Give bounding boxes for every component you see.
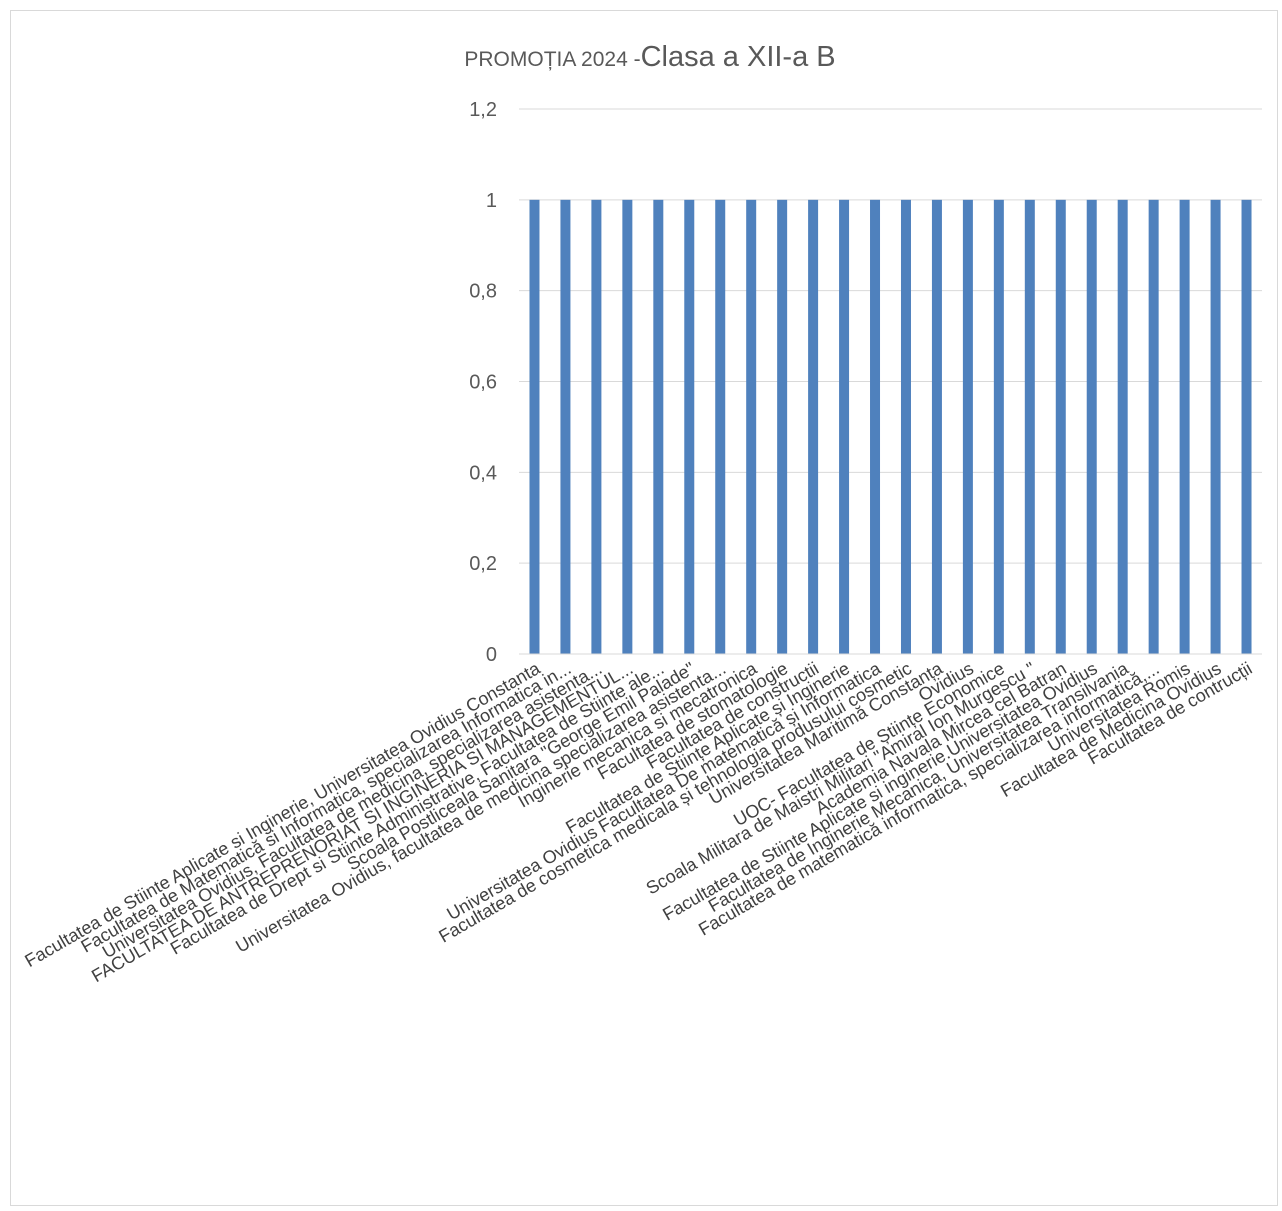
bars (529, 199, 1252, 655)
x-tick-label: FACULTATEA DE ANTREPRENORIAT SI INGINERI… (88, 658, 636, 986)
chart-frame (10, 10, 1278, 1206)
bar (653, 199, 664, 655)
bar (900, 199, 911, 655)
bar (777, 199, 788, 655)
y-tick-label: 0,2 (469, 553, 497, 575)
chart-title-prefix: PROMOȚIA 2024 - (464, 48, 640, 71)
bar (684, 199, 695, 655)
bar (1055, 199, 1066, 655)
y-tick-label: 0,8 (469, 281, 497, 303)
x-axis-labels: Facultatea de Stiinte Aplicate si Ingine… (21, 658, 1255, 987)
x-tick-label: Universitatea Ovidius, Facultatea de med… (99, 658, 605, 962)
bar (808, 199, 819, 655)
y-tick-label: 1 (486, 190, 497, 212)
bar (993, 199, 1004, 655)
chart-title-main: Clasa a XII-a B (641, 41, 836, 73)
bar (560, 199, 571, 655)
bar (870, 199, 881, 655)
bar (1117, 199, 1128, 655)
bar (715, 199, 726, 655)
y-tick-label: 1,2 (469, 99, 497, 121)
bar (622, 199, 633, 655)
bar (1024, 199, 1035, 655)
y-tick-label: 0,6 (469, 372, 497, 394)
bar (962, 199, 973, 655)
bar (529, 199, 540, 655)
bar (839, 199, 850, 655)
gridlines (519, 108, 1262, 564)
bar (931, 199, 942, 655)
bar (1241, 199, 1252, 655)
bar (1210, 199, 1221, 655)
y-tick-label: 0,4 (469, 462, 497, 484)
bar (591, 199, 602, 655)
y-axis-ticks: 0 0,2 0,4 0,6 0,8 1 1,2 (469, 99, 497, 666)
bar (1179, 199, 1190, 655)
bar (1148, 199, 1159, 655)
bar (746, 199, 757, 655)
y-tick-label: 0 (486, 644, 497, 666)
bar (1086, 199, 1097, 655)
chart-title: PROMOȚIA 2024 -Clasa a XII-a B (464, 41, 835, 73)
